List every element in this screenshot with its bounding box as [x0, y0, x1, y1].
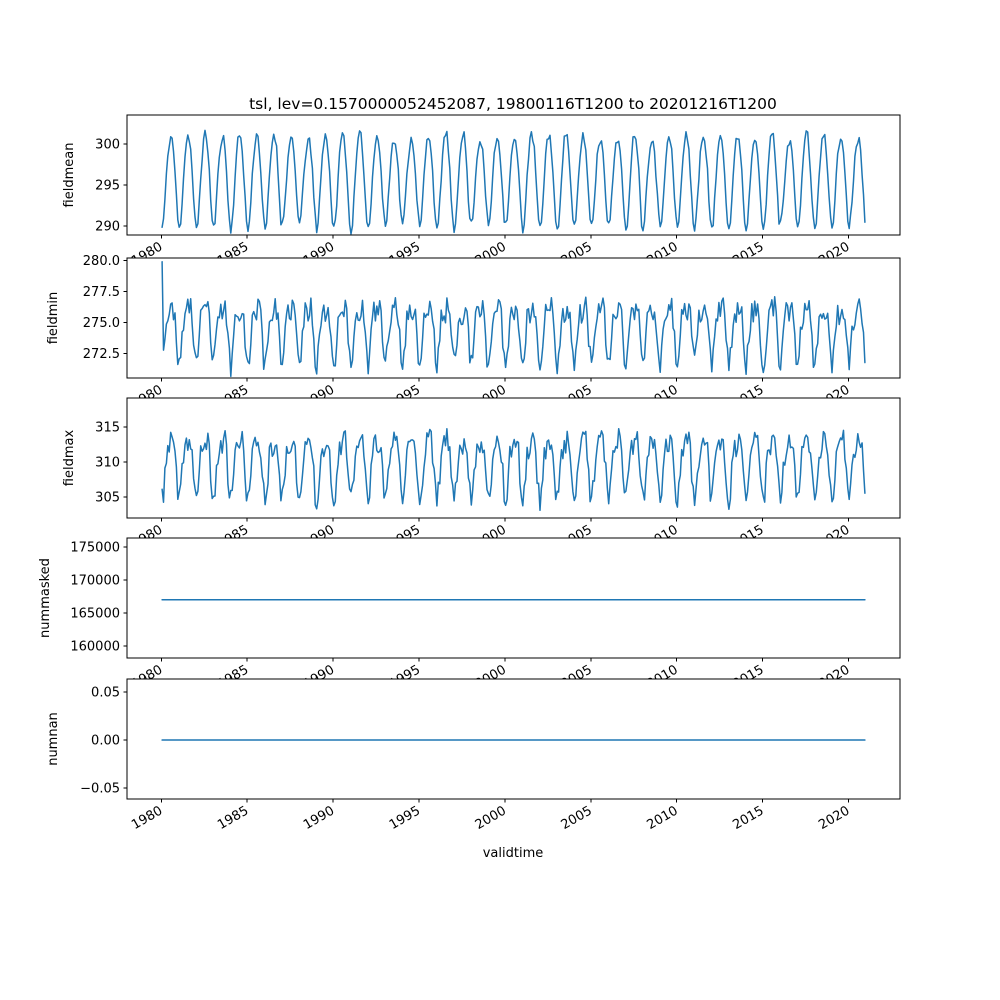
x-tick-label: 1985: [215, 803, 251, 833]
y-tick-label: 175000: [70, 540, 120, 555]
axes-spines: [126, 114, 901, 236]
subplots-group: 290 295 300 1980 1985 1990 1995 2000 2005 2010 201…: [38, 114, 901, 833]
series-fieldmean: [161, 129, 866, 235]
y-axis-label-fieldmean: fieldmean: [62, 143, 77, 208]
y-tick-label: 0.00: [91, 733, 120, 748]
x-tick-label: 1990: [301, 803, 337, 833]
y-tick-label: 165000: [70, 606, 120, 621]
y-tick-label: 277.5: [83, 285, 120, 300]
y-axis-label-fieldmax: fieldmax: [62, 430, 77, 487]
axes-spines: [126, 678, 901, 800]
axes-background: [127, 679, 900, 799]
y-tick-label: 315: [95, 420, 120, 435]
figure-title: tsl, lev=0.1570000052452087, 19800116T12…: [249, 95, 777, 113]
y-tick-label: 290: [95, 219, 120, 234]
y-tick-label: 280.0: [83, 254, 120, 269]
y-axis-label-fieldmin: fieldmin: [46, 292, 61, 345]
x-tick-label: 2000: [473, 803, 509, 833]
axes-spines: [126, 537, 901, 659]
axes-spines: [126, 397, 901, 519]
x-tick-label: 1980: [129, 803, 165, 833]
y-tick-label: 160000: [70, 639, 120, 654]
y-tick-label: 295: [95, 178, 120, 193]
axes-spines: [126, 257, 901, 379]
axes-background: [127, 398, 900, 518]
y-tick-label: 305: [95, 490, 120, 505]
y-tick-label: 310: [95, 455, 120, 470]
series-fieldmin: [161, 260, 866, 378]
y-tick-label: −0.05: [80, 781, 120, 796]
y-tick-label: 272.5: [83, 347, 120, 362]
subplot-numnan: −0.05 0.00 0.05 1980 1985 1990 1995 2000 2005 201…: [46, 678, 901, 833]
x-tick-label: 2020: [816, 803, 852, 833]
y-axis-label-numnan: numnan: [46, 712, 61, 766]
x-tick-label: 2010: [645, 803, 681, 833]
x-tick-label: 1995: [387, 803, 423, 833]
y-tick-label: 170000: [70, 573, 120, 588]
series-fieldmax: [161, 427, 866, 512]
y-tick-label: 300: [95, 137, 120, 152]
y-tick-label: 275.0: [83, 316, 120, 331]
x-tick-label: 2015: [730, 803, 766, 833]
x-tick-label: 2005: [559, 803, 595, 833]
y-tick-label: 0.05: [91, 685, 120, 700]
axes-background: [127, 538, 900, 658]
x-axis-label: validtime: [483, 846, 544, 861]
y-axis-label-nummasked: nummasked: [38, 558, 53, 638]
